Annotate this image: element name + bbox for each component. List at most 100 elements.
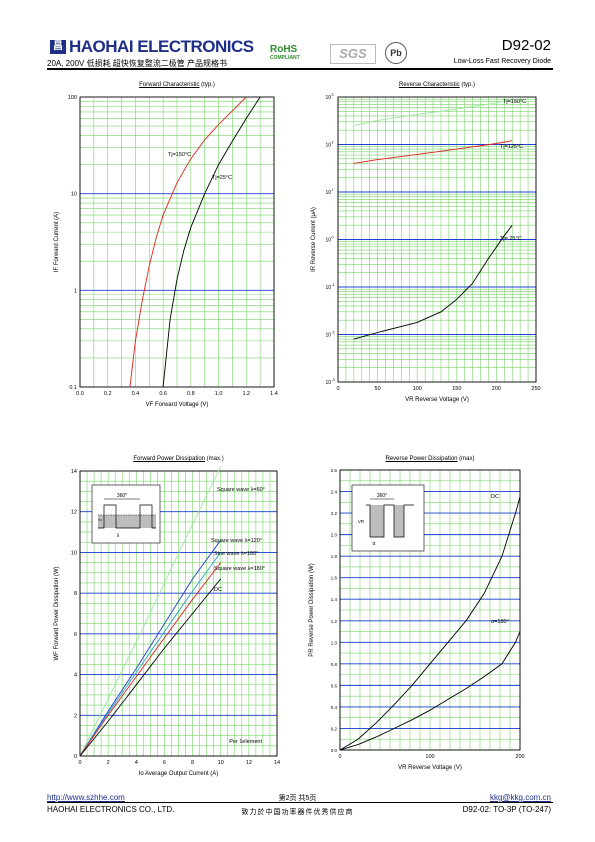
y-tick-label: 0.2 [331,726,338,731]
y-axis-label: IR Reverse Current (μA) [311,207,317,272]
x-tick-label: 0 [338,754,341,760]
sgs-logo: SGS [330,44,376,64]
y-tick-label: 10 [71,550,77,556]
plot-frame [79,96,275,388]
y-tick-label: 10 [71,192,77,198]
y-tick-label: 10 [325,143,331,149]
x-tick-label: 50 [375,386,381,392]
x-tick-label: 8 [191,760,194,766]
footer-divider [47,802,553,803]
y-tick-label: 1.6 [331,576,338,581]
series-line [79,552,222,757]
series-label: Sine wave λ=180° [214,551,258,557]
inset-period-label: 360° [117,493,127,499]
x-tick-label: 250 [531,386,540,392]
inset-alpha-label: α [373,541,376,547]
y-tick-exponent: -3 [332,378,335,382]
x-tick-label: 0.2 [104,391,112,397]
inset-pulse-shade [370,505,384,537]
part-description: Low-Loss Fast Recovery Diode [453,58,551,65]
series-line [79,578,222,757]
x-tick-label: 2 [107,760,110,766]
inset-io-label: Io [98,517,102,522]
y-tick-label: 1.4 [331,597,338,602]
y-tick-label: 10 [325,238,331,244]
y-tick-label: 1.8 [331,554,338,559]
pb-free-icon: Pb [385,42,407,64]
series-line [353,224,513,340]
series-line [353,98,513,127]
series-label: Tj=25°C [212,175,232,181]
chart-title-forward-characteristic: Forward Characteristic (typ.) [139,82,215,88]
y-tick-label: 2.4 [331,490,338,495]
y-tick-label: 0.4 [331,705,338,710]
y-tick-label: 1.2 [331,619,338,624]
header-divider [47,68,553,70]
y-tick-label: 10 [325,285,331,291]
chart-annotation: Per 1element [229,739,262,745]
y-tick-exponent: 2 [332,141,334,145]
x-tick-label: 150 [452,386,461,392]
series-line [79,562,222,757]
series-line [79,466,222,757]
x-tick-label: 12 [246,760,252,766]
email-link[interactable]: kkg@kkg.com.cn [489,793,551,802]
chart-title-reverse-power: Reverse Power Dissipation (max) [385,456,475,462]
y-tick-label: 0.1 [69,385,77,391]
x-tick-label: 0.4 [132,391,140,397]
x-axis-label: VR Reverse Voltage (V) [405,397,469,403]
y-tick-exponent: 1 [332,188,334,192]
x-tick-label: 4 [135,760,138,766]
y-tick-label: 10 [325,380,331,386]
y-tick-label: 10 [325,333,331,339]
series-line [353,140,513,164]
inset-vr-label: VR [358,519,365,524]
y-tick-label: 0 [74,754,77,760]
x-tick-label: 0.0 [76,391,84,397]
series-label: Square wave λ=60° [217,487,265,493]
y-tick-exponent: -2 [332,331,335,335]
y-tick-label: 0.6 [331,683,338,688]
x-tick-label: 14 [274,760,280,766]
series-label: DC [491,494,499,500]
footer-package: D92-02: TO-3P (TO-247) [462,805,551,814]
plot-frame [339,469,521,751]
y-tick-exponent: 0 [332,236,334,240]
series-line [129,96,247,388]
part-number: D92-02 [501,37,551,54]
series-label: Tj= 25°C [500,236,522,242]
series-label: Tj=125°C [500,144,523,150]
x-tick-label: 0 [336,386,339,392]
footer-slogan: 致力於中国功率器件优秀供应商 [241,809,354,816]
y-tick-label: 2 [74,713,77,719]
y-axis-label: IF Forward Current (A) [54,212,60,272]
inset-waveform [366,504,414,538]
y-tick-label: 2.2 [331,511,338,516]
y-tick-label: 10 [325,95,331,101]
y-tick-label: 4 [74,673,77,679]
series-line [79,539,222,757]
y-tick-label: 10 [325,190,331,196]
y-tick-label: 0.8 [331,662,338,667]
series-label: α=180° [491,619,509,625]
rohs-label: RoHS [270,44,298,55]
inset-pulse-shade [394,505,404,537]
inset-conduction-label: λ [117,533,120,539]
y-axis-label: PR Reverse Power Dissipation (W) [309,563,315,656]
website-link[interactable]: http://www.szhhe.com [47,793,125,802]
plot-frame [337,96,537,383]
x-tick-label: 100 [425,754,434,760]
y-tick-label: 1 [74,288,77,294]
series-label: Square wave λ=180° [214,566,265,572]
inset-waveform [98,504,156,529]
x-tick-label: 1.2 [242,391,250,397]
x-tick-label: 10 [218,760,224,766]
series-line [339,631,521,751]
footer-company: HAOHAI ELECTRONICS CO., LTD. [47,805,175,814]
y-tick-label: 2.0 [331,533,338,538]
x-axis-label: VF Forward Voltage (V) [146,402,209,408]
rohs-sublabel: COMPLIANT [270,55,300,61]
y-tick-label: 12 [71,510,77,516]
